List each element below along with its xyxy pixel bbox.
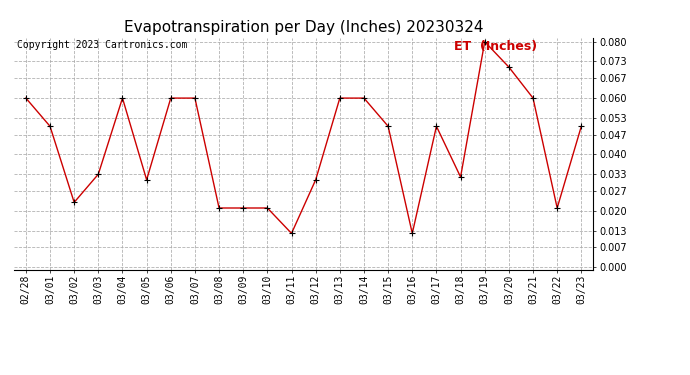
Point	[552, 205, 563, 211]
Point	[455, 174, 466, 180]
Title: Evapotranspiration per Day (Inches) 20230324: Evapotranspiration per Day (Inches) 2023…	[124, 20, 484, 35]
Text: Copyright 2023 Cartronics.com: Copyright 2023 Cartronics.com	[17, 40, 187, 50]
Point	[286, 230, 297, 236]
Point	[334, 95, 345, 101]
Point	[575, 123, 586, 129]
Point	[141, 177, 152, 183]
Text: ET  (Inches): ET (Inches)	[454, 40, 538, 53]
Point	[214, 205, 225, 211]
Point	[431, 123, 442, 129]
Point	[527, 95, 538, 101]
Point	[117, 95, 128, 101]
Point	[359, 95, 370, 101]
Point	[382, 123, 393, 129]
Point	[479, 39, 490, 45]
Point	[189, 95, 200, 101]
Point	[262, 205, 273, 211]
Point	[44, 123, 55, 129]
Point	[237, 205, 248, 211]
Point	[504, 64, 515, 70]
Point	[165, 95, 176, 101]
Point	[406, 230, 417, 236]
Point	[310, 177, 321, 183]
Point	[69, 200, 79, 206]
Point	[92, 171, 104, 177]
Point	[21, 95, 32, 101]
